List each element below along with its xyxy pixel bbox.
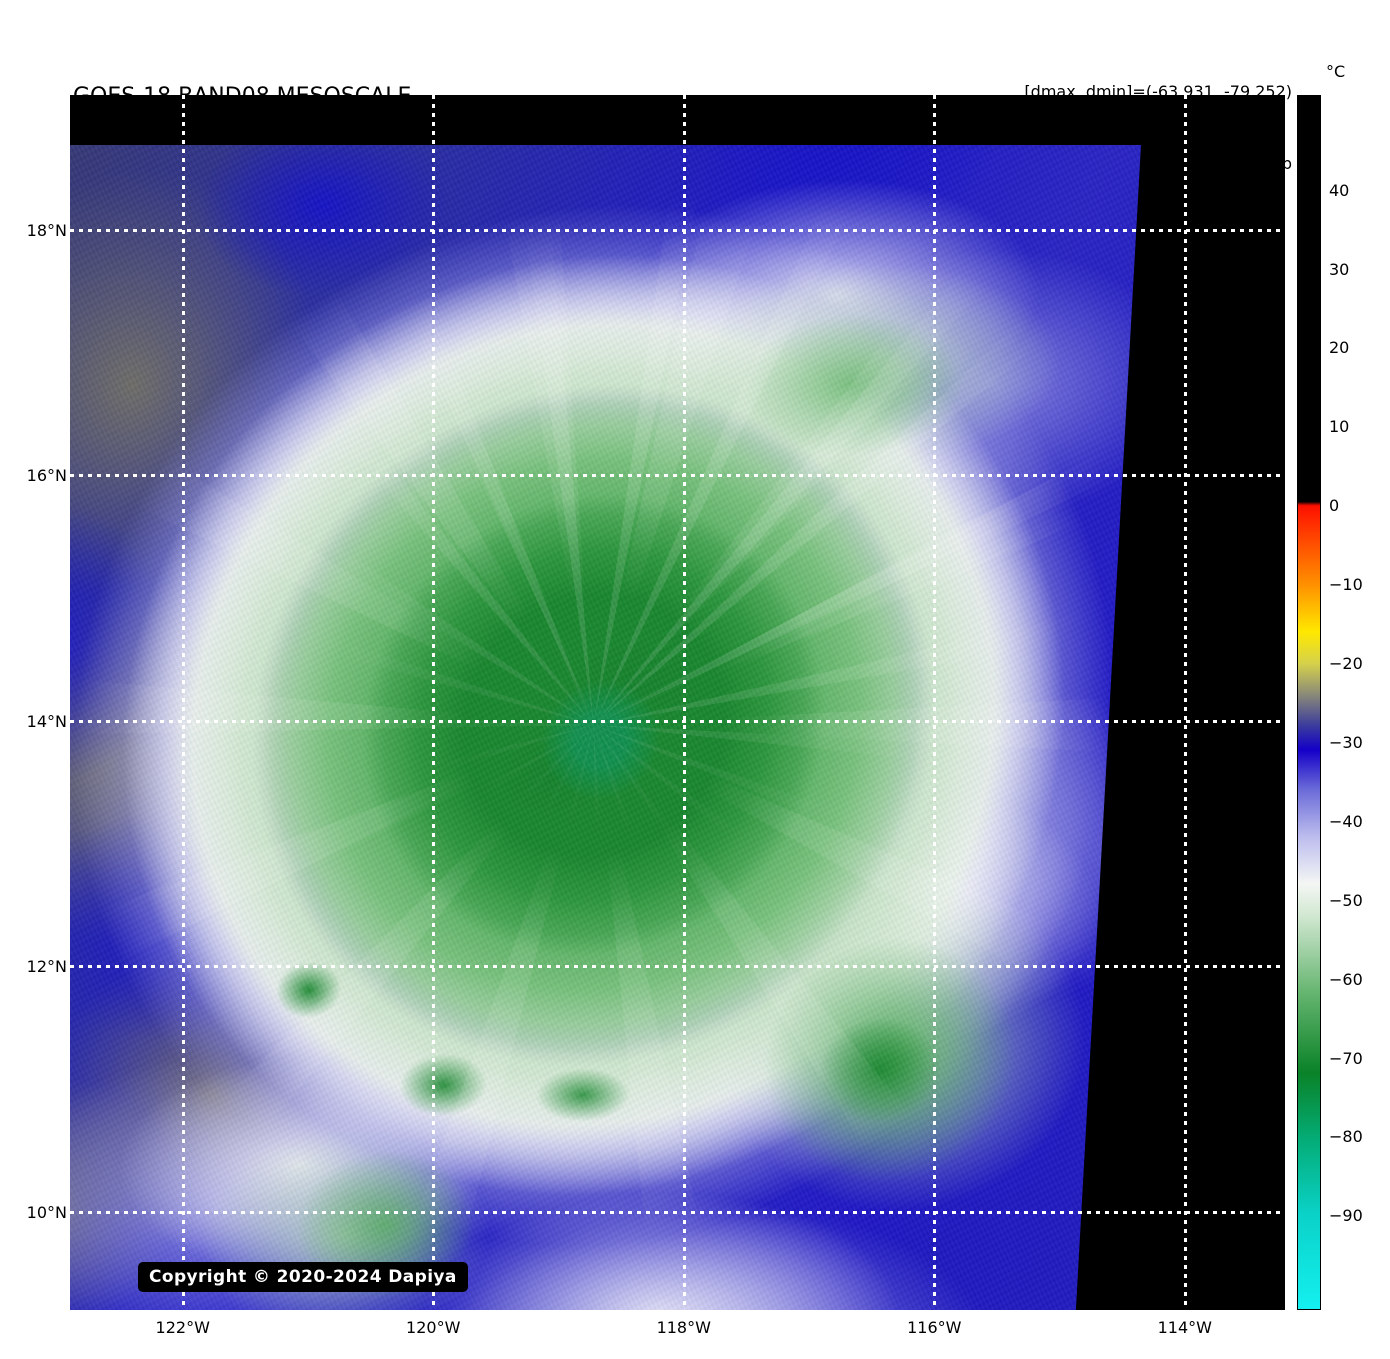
longitude-tick-label: 116°W bbox=[907, 1318, 962, 1337]
satellite-swath bbox=[70, 145, 1142, 1310]
colorbar-tick-label: 10 bbox=[1329, 417, 1350, 437]
colorbar-tick-label: −20 bbox=[1329, 654, 1363, 674]
longitude-tick-label: 118°W bbox=[656, 1318, 711, 1337]
colorbar-tick-label: 40 bbox=[1329, 180, 1350, 200]
latitude-tick-label: 16°N bbox=[26, 466, 67, 486]
latitude-tick-label: 10°N bbox=[26, 1202, 67, 1222]
pixel-texture-overlay bbox=[70, 145, 1142, 1310]
latitude-tick-label: 18°N bbox=[26, 221, 67, 240]
colorbar-tick-label: −60 bbox=[1329, 969, 1363, 989]
latitude-tick-label: 14°N bbox=[26, 711, 67, 731]
gridline-parallel bbox=[70, 719, 1285, 723]
colorbar bbox=[1297, 95, 1321, 1310]
gridline-meridian bbox=[181, 95, 185, 1310]
gridline-meridian bbox=[432, 95, 436, 1310]
colorbar-tick-label: −30 bbox=[1329, 732, 1363, 752]
gridline-parallel bbox=[70, 229, 1285, 232]
longitude-tick-label: 122°W bbox=[155, 1318, 210, 1337]
satellite-image-plot: Copyright © 2020-2024 Dapiya bbox=[70, 95, 1285, 1310]
gridline-parallel bbox=[70, 474, 1285, 478]
colorbar-tick-label: −40 bbox=[1329, 811, 1363, 831]
copyright-watermark: Copyright © 2020-2024 Dapiya bbox=[138, 1262, 468, 1292]
longitude-tick-label: 114°W bbox=[1157, 1318, 1212, 1337]
colorbar-tick-label: 20 bbox=[1329, 338, 1350, 358]
colorbar-tick-label: −10 bbox=[1329, 575, 1363, 595]
colorbar-tick-label: 30 bbox=[1329, 259, 1350, 279]
colorbar-tick-label: 0 bbox=[1329, 496, 1340, 516]
latitude-tick-label: 12°N bbox=[26, 957, 67, 977]
colorbar-unit-label: °C bbox=[1326, 62, 1346, 81]
gridline-parallel bbox=[70, 1210, 1285, 1214]
gridline-parallel bbox=[70, 965, 1285, 969]
gridline-meridian bbox=[933, 95, 937, 1310]
colorbar-tick-label: −50 bbox=[1329, 890, 1363, 910]
gridline-meridian bbox=[1183, 95, 1187, 1310]
colorbar-tick-label: −80 bbox=[1329, 1127, 1363, 1147]
colorbar-gradient bbox=[1298, 96, 1320, 1309]
gridline-meridian bbox=[682, 95, 686, 1310]
longitude-tick-label: 120°W bbox=[406, 1318, 461, 1337]
colorbar-tick-label: −90 bbox=[1329, 1206, 1363, 1226]
colorbar-tick-label: −70 bbox=[1329, 1048, 1363, 1068]
